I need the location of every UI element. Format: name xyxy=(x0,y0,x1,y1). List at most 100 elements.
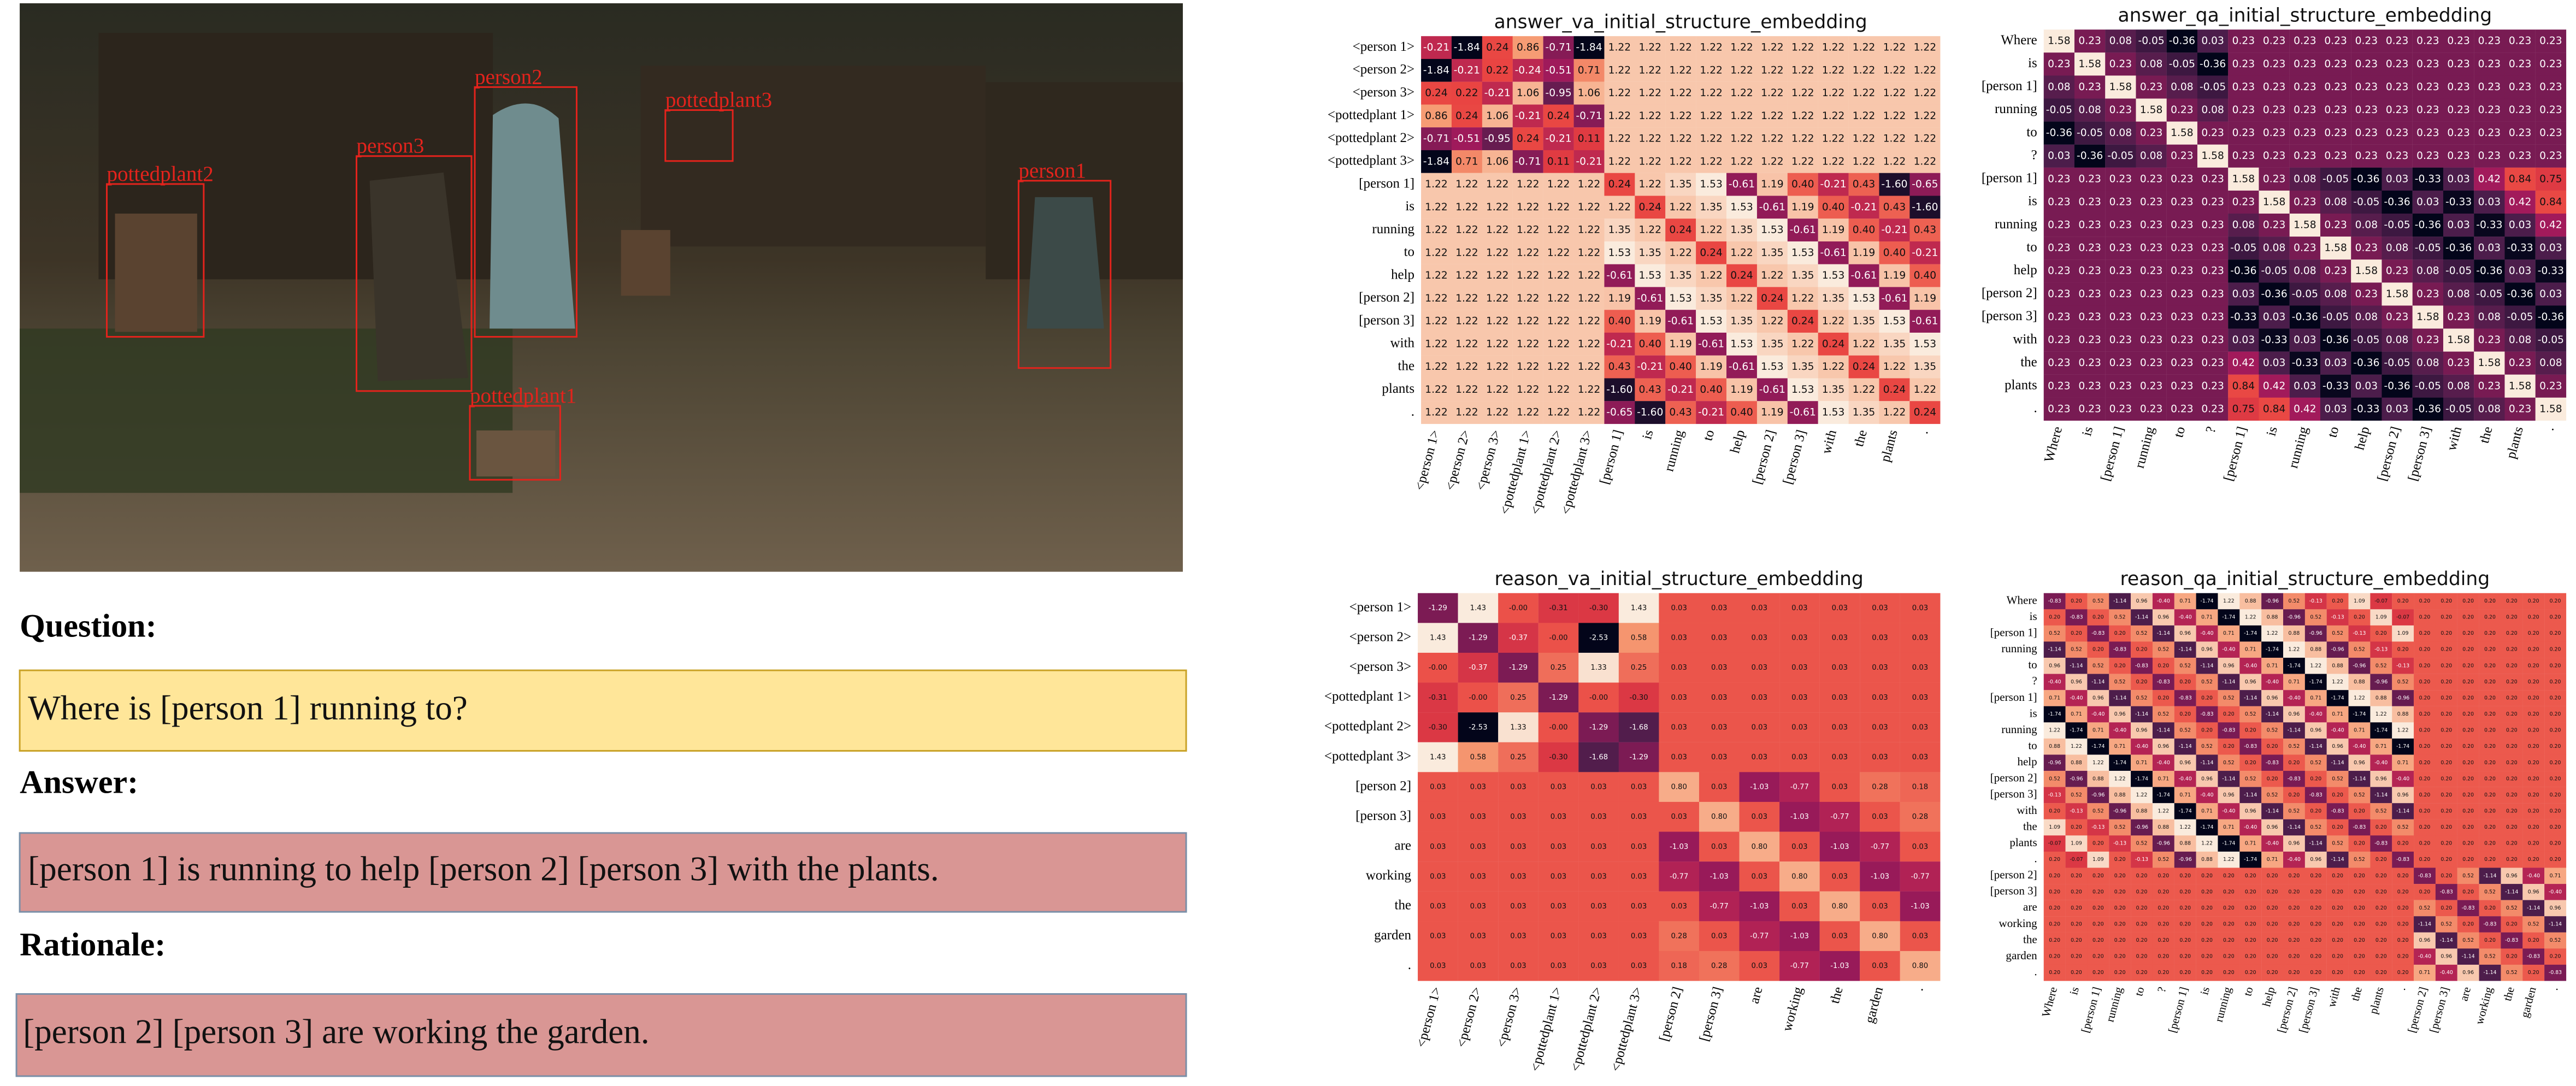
heatmap-cell xyxy=(2105,397,2136,421)
heatmap-cell xyxy=(1659,772,1700,802)
heatmap-cell xyxy=(2435,706,2457,723)
heatmap-cell xyxy=(2228,121,2259,145)
heatmap-cell xyxy=(1665,241,1696,264)
cell-label: 0.20 xyxy=(2506,630,2518,636)
heatmap-cell xyxy=(1848,378,1879,402)
heatmap-cell xyxy=(1756,127,1788,151)
cell-label: -0.00 xyxy=(1549,723,1567,731)
cell-label: 1.58 xyxy=(2478,357,2501,369)
heatmap-cell xyxy=(2074,305,2106,329)
cell-label: 0.43 xyxy=(1608,361,1631,373)
cell-label: 1.22 xyxy=(2267,630,2278,636)
cell-label: -0.83 xyxy=(2288,776,2301,782)
heatmap-cell xyxy=(2065,916,2088,932)
heatmap-cell xyxy=(1618,891,1659,922)
heatmap-cell xyxy=(2348,738,2371,755)
cell-label: 0.20 xyxy=(2114,905,2126,911)
heatmap-cell xyxy=(1512,173,1543,196)
heatmap-cell xyxy=(2326,771,2349,787)
boxes xyxy=(105,86,1112,481)
cell-label: 0.23 xyxy=(2109,196,2132,208)
heatmap-cell xyxy=(1665,310,1696,333)
heatmap-cell xyxy=(1739,682,1780,713)
heatmap-cell xyxy=(1659,921,1700,952)
cell-label: 0.20 xyxy=(2397,970,2409,976)
heatmap-cell xyxy=(1451,150,1483,173)
cell-label: 0.23 xyxy=(2140,127,2162,139)
heatmap-cell xyxy=(2392,948,2414,965)
heatmap-cell xyxy=(2370,658,2392,674)
heatmap-cell xyxy=(2105,167,2136,191)
cell-label: 1.35 xyxy=(1791,270,1814,281)
heatmap-cell xyxy=(1512,127,1543,151)
heatmap-cell xyxy=(2501,658,2523,674)
heatmap-cell xyxy=(2501,835,2523,852)
cell-label: 0.20 xyxy=(2201,873,2213,879)
cell-label: 1.22 xyxy=(1730,64,1753,76)
cell-label: 0.03 xyxy=(1671,664,1687,672)
cell-label: 0.20 xyxy=(2092,873,2104,879)
heatmap-cell xyxy=(2435,948,2457,965)
cell-label: 0.23 xyxy=(2171,104,2193,116)
cell-label: 0.20 xyxy=(2550,808,2561,814)
y-tick-label: help xyxy=(2017,755,2037,768)
cell-label: 0.88 xyxy=(2201,857,2213,863)
cell-label: 1.22 xyxy=(1547,407,1570,418)
cell-label: 0.03 xyxy=(2478,196,2501,208)
cell-label: -0.40 xyxy=(2091,711,2105,717)
cell-label: 0.96 xyxy=(2179,630,2191,636)
cell-label: 0.20 xyxy=(2267,937,2278,943)
cell-label: 0.03 xyxy=(1752,723,1767,731)
heatmap-cell xyxy=(2218,819,2240,836)
heatmap-cell xyxy=(2197,237,2229,260)
cell-label: 0.20 xyxy=(2528,792,2539,798)
cell-label: -0.07 xyxy=(2396,615,2409,621)
heatmap-cell xyxy=(2136,190,2167,214)
heatmap-cell xyxy=(1726,241,1758,264)
heatmap-cell xyxy=(2087,738,2109,755)
x-tick-label: the xyxy=(1852,428,1870,448)
cell-label: -1.68 xyxy=(1589,753,1608,762)
cell-label: 0.20 xyxy=(2267,743,2278,749)
cell-label: 1.19 xyxy=(1914,293,1936,304)
cell-label: 1.35 xyxy=(1700,202,1722,213)
heatmap-cell xyxy=(2504,98,2536,122)
cell-label: 0.03 xyxy=(1551,872,1566,881)
heatmap-cell xyxy=(1696,36,1727,60)
cell-label: 0.11 xyxy=(1578,133,1600,145)
heatmap-cell xyxy=(1900,682,1941,713)
heatmap-cell xyxy=(2370,948,2392,965)
heatmap-cell xyxy=(2043,674,2066,690)
heatmap-cell xyxy=(2544,932,2567,949)
cell-label: 0.52 xyxy=(2441,922,2452,928)
cell-label: -0.36 xyxy=(2046,127,2072,139)
cell-label: 0.23 xyxy=(2140,288,2162,300)
heatmap-cell xyxy=(1635,378,1666,402)
heatmap-cell xyxy=(1618,593,1659,623)
cell-label: 0.11 xyxy=(1547,156,1570,167)
heatmap-cell xyxy=(2501,706,2523,723)
heatmap-cell xyxy=(1578,891,1619,922)
cell-label: 1.22 xyxy=(1822,133,1844,145)
cell-label: 0.96 xyxy=(2419,937,2431,943)
cell-label: 1.22 xyxy=(2223,598,2235,604)
heatmap-cell xyxy=(2043,328,2075,352)
cell-label: 0.20 xyxy=(2158,663,2169,669)
cell-label: 0.96 xyxy=(2310,728,2321,734)
x-tick-label: is xyxy=(2264,425,2280,438)
cell-label: 0.42 xyxy=(2263,380,2285,392)
detection-box xyxy=(105,183,205,338)
heatmap-cell xyxy=(1543,241,1574,264)
cell-label: 0.52 xyxy=(2484,889,2496,895)
heatmap-cell xyxy=(2479,609,2501,626)
heatmap-cell xyxy=(2218,932,2240,949)
heatmap-cell xyxy=(2239,900,2262,917)
heatmap-cell xyxy=(2131,625,2153,642)
heatmap-cell xyxy=(2304,819,2327,836)
cell-label: 1.22 xyxy=(2354,695,2365,701)
cell-label: 0.96 xyxy=(2289,711,2300,717)
heatmap-cell xyxy=(1538,801,1579,832)
cell-label: 0.20 xyxy=(2354,905,2365,911)
cell-label: 0.20 xyxy=(2484,905,2496,911)
heatmap-cell xyxy=(2414,884,2436,900)
